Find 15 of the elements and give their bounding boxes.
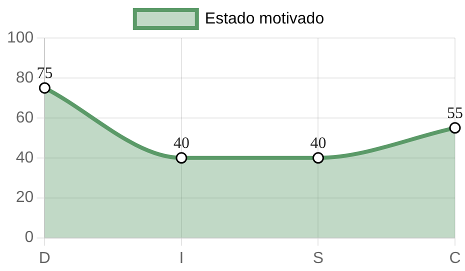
x-tick-label: I [179,250,184,267]
y-tick-label: 20 [16,189,34,206]
data-label: 40 [173,135,190,152]
x-tick-label: C [449,250,461,267]
y-tick-label: 0 [24,229,34,246]
data-label: 40 [310,135,326,152]
legend-label: Estado motivado [204,10,324,28]
data-label: 75 [36,65,53,82]
x-tick-label: D [38,250,50,267]
y-tick-label: 60 [16,109,34,126]
data-label: 55 [447,105,463,122]
y-tick-label: 40 [16,149,34,166]
y-tick-label: 100 [6,29,34,46]
x-tick-label: S [312,250,324,267]
y-tick-label: 80 [16,69,34,86]
